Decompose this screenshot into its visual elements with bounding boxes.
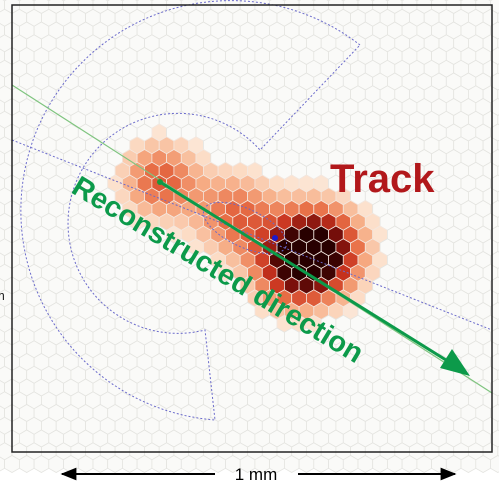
track-label: Track (330, 157, 435, 201)
hex-cell (329, 456, 344, 473)
hex-cell (5, 456, 20, 473)
scale-label: 1 mm (235, 465, 278, 484)
hex-cell (461, 456, 476, 473)
hex-cell (196, 456, 211, 473)
center-point (272, 235, 278, 241)
hex-cell (64, 456, 79, 473)
hex-cell (402, 456, 417, 473)
edge-label: m (0, 288, 5, 303)
hex-cell (137, 456, 152, 473)
figure: Track Reconstructed direction m 1 mm (0, 0, 499, 485)
